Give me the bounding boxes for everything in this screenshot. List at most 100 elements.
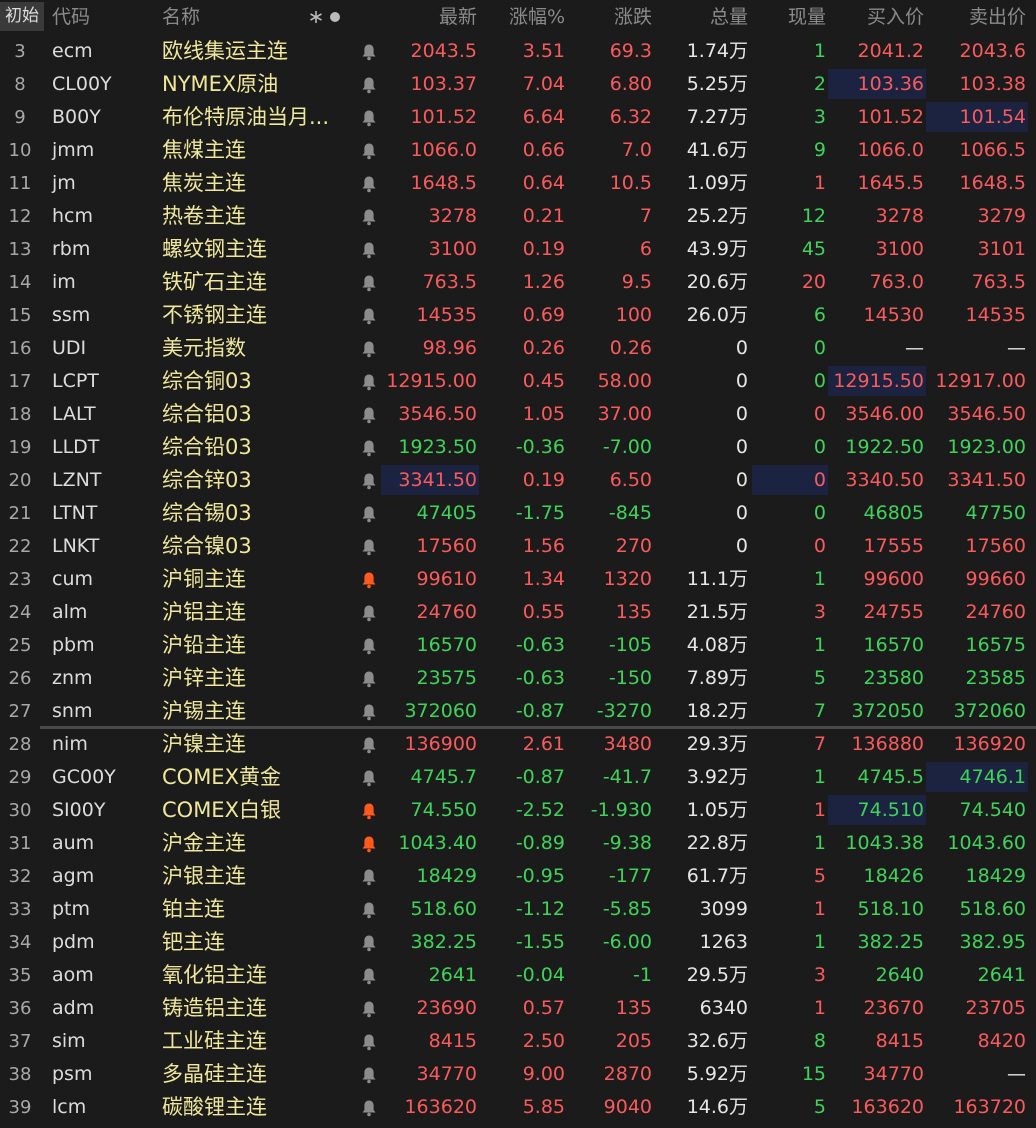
cell-vol: 3099 [699, 898, 748, 920]
cell-vol: 0 [735, 469, 748, 491]
name: 综合铜03 [162, 369, 252, 393]
alert-bell[interactable] [361, 1099, 377, 1117]
alert-bell[interactable] [361, 307, 377, 325]
alert-bell[interactable] [361, 571, 377, 589]
code: im [52, 271, 76, 293]
cell-ask: 3341.50 [947, 469, 1026, 491]
cell-bid: 16570 [863, 634, 924, 656]
alert-bell[interactable] [361, 637, 377, 655]
cell-vol: 0 [735, 370, 748, 392]
code: cum [52, 568, 93, 590]
name: 沪铅主连 [162, 633, 246, 657]
code: LCPT [52, 370, 99, 392]
code: ssm [52, 304, 91, 326]
alert-bell[interactable] [361, 1000, 377, 1018]
alert-bell[interactable] [361, 175, 377, 193]
alert-bell[interactable] [361, 373, 377, 391]
alert-bell[interactable] [361, 703, 377, 721]
cell-bid: 14530 [863, 304, 924, 326]
cell-pct: 2.50 [522, 1030, 565, 1052]
name: 沪锡主连 [162, 699, 246, 723]
alert-bell[interactable] [361, 406, 377, 424]
cell-vol: 7.27万 [686, 106, 748, 128]
alert-bell[interactable] [361, 670, 377, 688]
cell-ask: 12917.00 [935, 370, 1026, 392]
cell-vol: 1263 [699, 931, 748, 953]
alert-bell[interactable] [361, 967, 377, 985]
alert-bell[interactable] [361, 736, 377, 754]
cell-ask: 382.95 [959, 931, 1026, 953]
cell-cur: 0 [813, 403, 826, 425]
name: 美元指数 [162, 336, 246, 360]
cell-pct: 6.64 [522, 106, 565, 128]
alert-bell[interactable] [361, 901, 377, 919]
cell-pct: -0.04 [515, 964, 565, 986]
alert-bell[interactable] [361, 538, 377, 556]
row-index: 17 [8, 371, 32, 392]
cell-cur: 8 [813, 1030, 826, 1052]
column-header[interactable]: 卖出价 [968, 6, 1026, 28]
cell-pct: 0.19 [522, 469, 565, 491]
alert-bell[interactable] [361, 43, 377, 61]
alert-bell[interactable] [361, 340, 377, 358]
alert-bell[interactable] [361, 934, 377, 952]
alert-bell[interactable] [361, 76, 377, 94]
alert-bell[interactable] [361, 505, 377, 523]
cell-cur: 12 [801, 205, 826, 227]
alert-bell[interactable] [361, 769, 377, 787]
name: 布伦特原油当月... [162, 105, 330, 129]
cell-pct: -1.12 [515, 898, 565, 920]
code: LNKT [52, 535, 100, 557]
cell-bid: 24755 [863, 601, 924, 623]
alert-bell[interactable] [361, 208, 377, 226]
column-settings-icon[interactable] [308, 8, 344, 26]
name: 沪铜主连 [162, 567, 246, 591]
column-header[interactable]: 现量 [787, 6, 826, 28]
cell-chg: -150 [608, 667, 652, 689]
code: LTNT [52, 502, 98, 524]
cell-bid: 99600 [863, 568, 924, 590]
cell-last: 99610 [416, 568, 477, 590]
column-header[interactable]: 最新 [438, 6, 477, 28]
alert-bell[interactable] [361, 142, 377, 160]
cell-vol: 25.2万 [686, 205, 748, 227]
column-header[interactable]: 涨幅% [508, 6, 565, 28]
name: 沪锌主连 [162, 666, 246, 690]
cell-cur: 3 [813, 964, 826, 986]
column-header[interactable]: 代码 [52, 6, 91, 28]
alert-bell[interactable] [361, 439, 377, 457]
cell-bid: — [905, 337, 924, 359]
cell-pct: 2.61 [522, 733, 565, 755]
column-header[interactable]: 总量 [709, 6, 748, 28]
alert-bell[interactable] [361, 604, 377, 622]
cell-cur: 1 [813, 799, 826, 821]
column-header[interactable]: 买入价 [866, 6, 924, 28]
name: 热卷主连 [162, 204, 246, 228]
alert-bell[interactable] [361, 241, 377, 259]
alert-bell[interactable] [361, 835, 377, 853]
cell-highlight [381, 465, 479, 495]
cell-pct: 0.21 [522, 205, 565, 227]
name: 氧化铝主连 [162, 963, 267, 987]
row-index: 15 [8, 305, 32, 326]
alert-bell[interactable] [361, 1066, 377, 1084]
code: rbm [52, 238, 91, 260]
cell-chg: 0.26 [609, 337, 652, 359]
column-header[interactable]: 涨跌 [613, 6, 652, 28]
alert-bell[interactable] [361, 868, 377, 886]
cell-pct: -0.89 [515, 832, 565, 854]
name: 欧线集运主连 [162, 39, 288, 63]
cell-last: 1066.0 [410, 139, 477, 161]
alert-bell[interactable] [361, 109, 377, 127]
cell-ask: 1923.00 [947, 436, 1026, 458]
column-header[interactable]: 名称 [162, 6, 201, 28]
cell-cur: 5 [813, 865, 826, 887]
reset-button[interactable]: 初始 [0, 2, 44, 31]
name: 焦炭主连 [162, 171, 246, 195]
alert-bell[interactable] [361, 472, 377, 490]
alert-bell[interactable] [361, 1033, 377, 1051]
cell-vol: 29.5万 [686, 964, 748, 986]
alert-bell[interactable] [361, 274, 377, 292]
cell-ask: 24760 [965, 601, 1026, 623]
alert-bell[interactable] [361, 802, 377, 820]
